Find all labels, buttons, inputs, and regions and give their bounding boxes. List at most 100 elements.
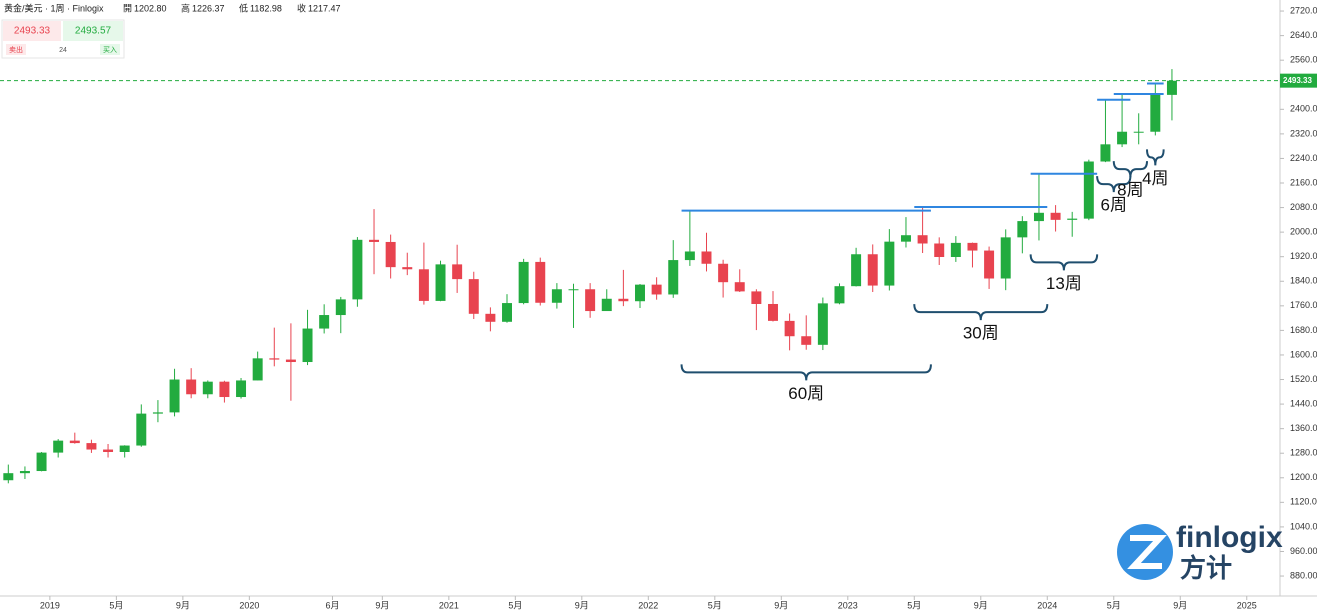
x-tick-label: 9月 [176,600,190,610]
candle-body [1000,237,1011,279]
candle-body [867,254,878,286]
y-tick-label: 1360.00 [1290,423,1317,433]
candle-body [418,269,429,301]
watermark: finlogix 方计 [1117,521,1283,583]
candle-body [950,242,961,258]
sell-price: 2493.33 [14,26,51,37]
x-tick-label: 9月 [974,600,988,610]
candle-body [967,242,978,251]
candle-body [3,473,14,481]
candle-body [285,359,296,363]
y-tick-label: 2640.00 [1290,30,1317,40]
y-tick-label: 1680.00 [1290,325,1317,335]
y-tick-label: 1840.00 [1290,276,1317,286]
logo-mark [1127,535,1167,569]
brand-cn: 方计 [1180,553,1232,583]
x-tick-label: 5月 [708,600,722,610]
x-tick-label: 9月 [1173,600,1187,610]
candle-body [934,243,945,258]
candle-body [1117,131,1128,145]
duration-label: 4周 [1142,169,1168,188]
x-tick-label: 2022 [638,600,658,610]
candle-body [618,298,629,302]
candle-body [568,289,579,291]
candle-body [784,320,795,337]
candle-body [19,471,30,474]
current-price-label: 2493.33 [1283,76,1312,85]
plot-area: 880.00 960.00 1040.00 1120.00 1200.00 1280.00… [3,5,1317,610]
x-tick-label: 2020 [239,600,259,610]
candle-body [635,284,645,302]
candle-body [734,282,745,292]
y-tick-label: 1760.00 [1290,300,1317,310]
candle-body [684,251,695,261]
candle-body [518,261,529,304]
sell-label: 卖出 [9,45,23,54]
buy-button[interactable] [100,44,120,55]
y-tick-label: 1040.00 [1290,521,1317,531]
y-tick-label: 1440.00 [1290,398,1317,408]
candle-body [1166,80,1177,95]
candle-body [834,286,845,304]
candle-body [1150,94,1161,132]
candle-body [119,445,130,452]
y-tick-label: 2240.00 [1290,153,1317,163]
candle-body [335,299,346,316]
header: 黄金/美元 · 1周 · Finlogix 開 1202.80 高 1226.37 低 1… [1,2,341,59]
candle-body [202,381,213,395]
y-tick-label: 880.00 [1290,570,1317,580]
candle-body [701,251,712,264]
y-tick-label: 2320.00 [1290,128,1317,138]
candle-body [152,412,163,414]
y-tick-label: 1120.00 [1290,497,1317,507]
sell-button[interactable] [6,44,26,55]
candle-body [485,313,496,322]
chart-title: 黄金/美元 · 1周 · Finlogix [4,2,104,13]
candle-body [1033,212,1044,222]
buy-box[interactable] [63,21,123,41]
candle-body [668,260,679,295]
candle-body [468,279,479,314]
y-tick-label: 1520.00 [1290,374,1317,384]
x-tick-label: 2019 [40,600,60,610]
y-tick-label: 2160.00 [1290,177,1317,187]
candle-body [585,289,596,312]
candle-body [53,440,64,453]
candle-body [269,358,280,360]
y-tick-label: 1200.00 [1290,472,1317,482]
sell-box[interactable] [3,21,61,41]
y-tick-label: 960.00 [1290,546,1317,556]
candle-body [385,241,396,268]
stat-label: 收 [297,2,306,13]
candle-body [535,261,546,303]
y-tick-label: 2400.00 [1290,104,1317,114]
x-tick-label: 6月 [325,600,339,610]
candle-body [186,379,197,395]
stat-value: 1217.47 [308,3,341,13]
spread: 24 [59,47,67,54]
x-tick-label: 9月 [575,600,589,610]
candle-body [900,235,911,242]
x-tick-label: 2021 [439,600,459,610]
candle-body [103,449,114,452]
candle-body [352,239,363,300]
x-tick-label: 5月 [907,600,921,610]
buy-label: 买入 [103,46,117,54]
stat-label: 低 [239,2,248,13]
candle-body [452,264,463,280]
candle-body [851,254,862,287]
candle-body [801,336,812,345]
x-tick-label: 2023 [838,600,858,610]
y-tick-label: 2080.00 [1290,202,1317,212]
candle-body [817,303,828,345]
candle-body [86,443,97,450]
candle-body [435,264,446,301]
candle-body [1017,221,1028,238]
brand: finlogix [1176,521,1283,554]
candle-body [551,289,562,303]
candle-body [402,267,413,270]
duration-label: 8周 [1117,181,1143,200]
stat-label: 開 [123,3,132,13]
buy-price: 2493.57 [75,26,112,37]
